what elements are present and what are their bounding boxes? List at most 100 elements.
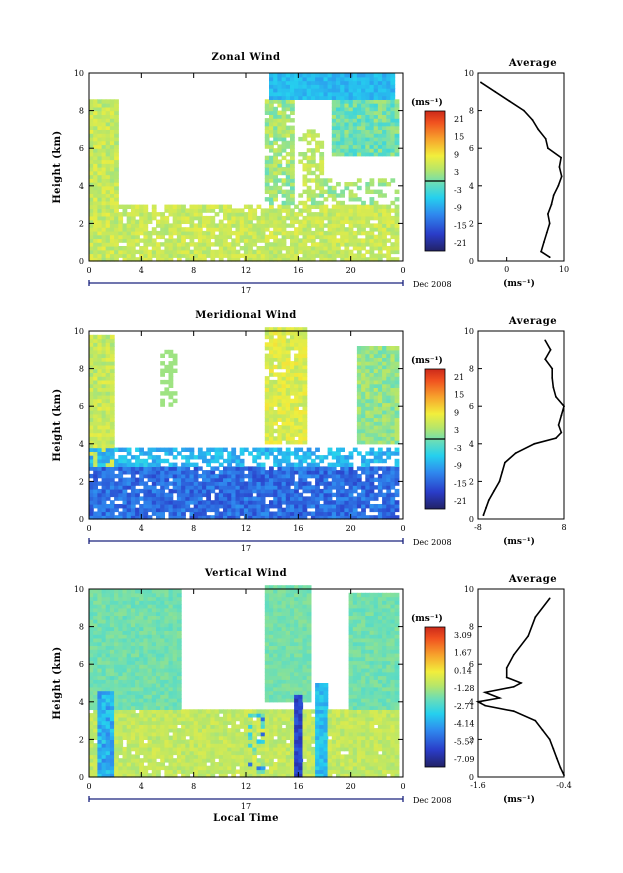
heatmap-cell [269,357,274,362]
heatmap-cell [202,234,207,240]
heatmap-cell [160,515,165,520]
heatmap-cell [361,246,366,251]
heatmap-cell [269,163,274,168]
heatmap-cell [114,144,119,149]
heatmap-cell [348,249,354,255]
heatmap-cell [277,227,283,232]
heatmap-cell [319,238,325,243]
heatmap-cell [126,694,132,699]
heatmap-cell [135,746,140,752]
heatmap-cell [306,88,312,93]
heatmap-cell [93,432,98,437]
heatmap-cell [143,652,149,658]
heatmap-cell [118,720,124,725]
heatmap-cell [193,204,199,209]
heatmap-cell [386,223,392,228]
heatmap-cell [189,242,195,247]
heatmap-cell [344,212,350,217]
heatmap-cell [135,705,140,710]
heatmap-cell [269,500,274,505]
heatmap-cell [306,167,312,172]
heatmap-cell [114,473,119,479]
heatmap-cell [227,227,232,232]
heatmap-cell [89,152,94,157]
heatmap-cell [126,485,132,490]
heatmap-cell [168,750,174,756]
heatmap-cell [151,511,157,516]
heatmap-cell [264,391,270,396]
heatmap-cell [89,743,94,748]
heatmap-cell [156,615,161,620]
heatmap-cell [122,769,128,774]
heatmap-cell [294,376,299,381]
heatmap-cell [139,637,144,643]
heatmap-cell [310,500,316,505]
heatmap-cell [319,477,325,482]
heatmap-cell [97,346,103,351]
heatmap-cell [252,477,258,482]
heatmap-cell [176,238,182,243]
heatmap-cell [197,451,203,456]
heatmap-cell [97,417,103,422]
heatmap-cell [373,223,379,228]
heatmap-cell [348,253,354,258]
heatmap-cell [390,394,396,400]
heatmap-cell [105,698,111,703]
heatmap-cell [101,724,107,729]
heatmap-cell [377,485,383,490]
heatmap-cell [377,402,383,407]
heatmap-cell [386,204,392,209]
heatmap-cell [310,249,316,255]
heatmap-cell [93,455,98,460]
heatmap-cell [109,152,115,157]
heatmap-cell [281,346,287,351]
heatmap-cell [264,118,270,123]
heatmap-cell [118,713,124,718]
heatmap-cell [298,413,304,419]
heatmap-cell [336,511,341,516]
heatmap-cell [344,230,350,236]
heatmap-cell [135,626,140,631]
heatmap-cell [105,334,111,340]
heatmap-cell [89,607,94,613]
heatmap-cell [356,398,362,404]
heatmap-cell [101,668,107,673]
heatmap-cell [377,212,383,217]
heatmap-cell [365,451,371,456]
heatmap-cell [306,257,312,262]
heatmap-cell [151,481,157,486]
heatmap-cell [218,246,224,251]
heatmap-cell [109,607,115,613]
heatmap-cell [139,716,144,722]
heatmap-cell [89,410,94,415]
heatmap-cell [156,694,161,699]
heatmap-cell [290,504,295,509]
heatmap-cell [156,671,161,677]
heatmap-cell [361,230,366,236]
heatmap-cell [361,144,366,149]
heatmap-cell [298,238,304,243]
heatmap-cell [143,451,149,456]
heatmap-cell [122,212,128,217]
heatmap-cell [361,507,366,513]
heatmap-cell [373,189,379,194]
heatmap-cell [143,705,149,710]
heatmap-cell [202,223,207,228]
heatmap-cell [336,99,341,104]
heatmap-cell [164,694,170,699]
heatmap-cell [281,257,287,262]
heatmap-cell [248,492,253,498]
heatmap-cell [93,383,98,388]
heatmap-cell [386,504,392,509]
heatmap-cell [331,242,337,247]
heatmap-cell [269,140,274,146]
heatmap-cell [164,208,170,213]
heatmap-cell [89,368,94,373]
heatmap-cell [298,152,304,157]
heatmap-cell [181,219,186,224]
heatmap-cell [290,189,295,194]
heatmap-cell [118,668,124,673]
heatmap-cell [319,458,325,464]
heatmap-cell [231,504,237,509]
heatmap-cell [93,492,98,498]
